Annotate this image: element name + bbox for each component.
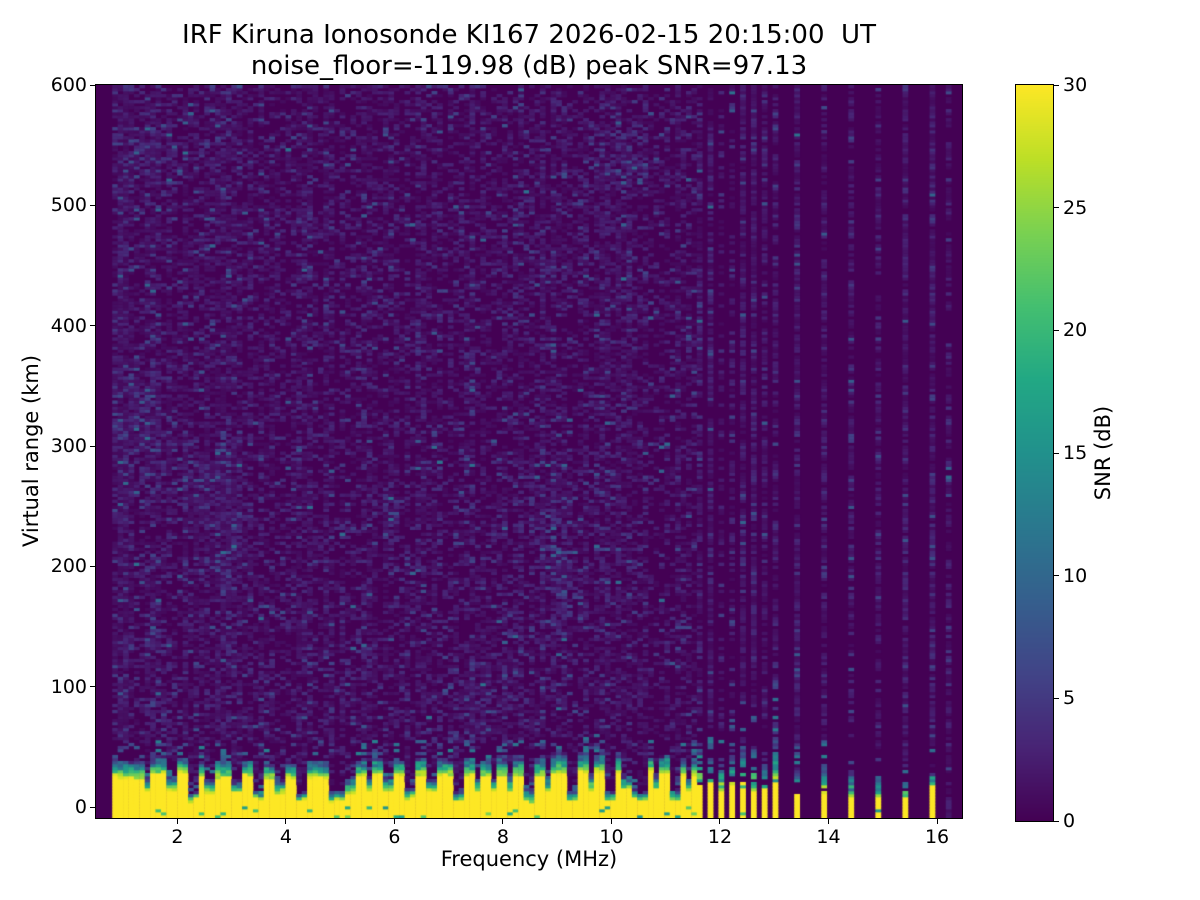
y-tick-label: 400 [50,314,87,337]
x-tick-label: 14 [816,826,841,848]
colorbar-tick-label: 30 [1063,74,1088,96]
y-tick-label: 0 [74,796,87,819]
x-tick-mark [285,819,287,824]
y-tick-label: 200 [50,555,87,578]
x-tick-label: 6 [388,826,401,848]
y-tick-mark [90,806,95,808]
colorbar-tick-mark [1054,207,1059,209]
y-tick-mark [90,686,95,688]
y-tick-mark [90,84,95,86]
y-tick-mark [90,325,95,327]
x-tick-mark [719,819,721,824]
y-tick-label: 500 [50,194,87,217]
colorbar-tick-mark [1054,84,1059,86]
figure-title-line2: noise_floor=-119.98 (dB) peak SNR=97.13 [250,51,808,81]
x-axis-label: Frequency (MHz) [440,847,618,871]
colorbar-tick-label: 20 [1063,319,1088,342]
colorbar-tick-mark [1054,697,1059,699]
colorbar-tick-label: 0 [1063,810,1076,832]
x-tick-mark [176,819,178,824]
x-tick-mark [610,819,612,824]
x-tick-label: 16 [924,826,950,848]
y-tick-mark [90,445,95,447]
x-tick-label: 8 [496,826,509,848]
colorbar-label: SNR (dB) [1091,405,1115,501]
colorbar-tick-mark [1054,329,1059,331]
colorbar-tick-label: 5 [1063,687,1076,710]
y-tick-label: 300 [50,435,87,458]
plot-area [95,84,963,819]
x-tick-mark [936,819,938,824]
x-tick-mark [502,819,504,824]
y-tick-label: 100 [50,675,87,698]
x-tick-label: 4 [279,826,292,848]
x-tick-mark [828,819,830,824]
colorbar-tick-label: 10 [1063,564,1088,587]
colorbar-tick-label: 25 [1063,196,1088,219]
colorbar-tick-label: 15 [1063,442,1088,464]
x-tick-mark [393,819,395,824]
y-tick-mark [90,204,95,206]
y-tick-mark [90,565,95,567]
colorbar [1015,84,1054,822]
figure-title-line1: IRF Kiruna Ionosonde KI167 2026-02-15 20… [182,20,876,50]
colorbar-tick-mark [1054,452,1059,454]
x-tick-label: 10 [599,826,624,848]
x-tick-label: 12 [707,826,733,848]
colorbar-tick-mark [1054,820,1059,822]
y-tick-label: 600 [50,74,87,96]
colorbar-gradient-canvas [1016,85,1053,821]
ionogram-heatmap-canvas [96,85,962,818]
x-tick-label: 2 [171,826,184,848]
colorbar-tick-mark [1054,575,1059,577]
